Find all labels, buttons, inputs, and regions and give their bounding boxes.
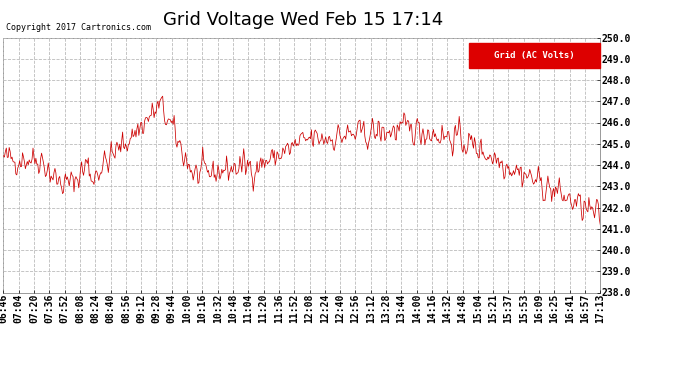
- Text: Copyright 2017 Cartronics.com: Copyright 2017 Cartronics.com: [6, 23, 151, 32]
- Bar: [469, 43, 600, 68]
- Text: Grid (AC Volts): Grid (AC Volts): [494, 51, 575, 60]
- Text: Grid Voltage Wed Feb 15 17:14: Grid Voltage Wed Feb 15 17:14: [164, 11, 444, 29]
